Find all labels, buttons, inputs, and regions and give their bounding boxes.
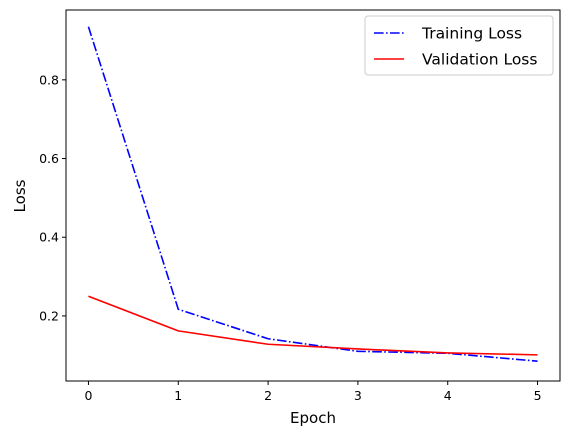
legend-label-validation-loss: Validation Loss [422, 51, 537, 69]
y-axis-ticks: 0.2 0.4 0.6 0.8 [39, 72, 66, 323]
x-tick-label: 4 [444, 388, 452, 403]
series-layer [87, 26, 538, 362]
x-tick-label: 2 [264, 388, 272, 403]
x-axis-ticks: 0 1 2 3 4 5 [84, 381, 542, 403]
plot-frame [65, 9, 561, 382]
legend-box [364, 15, 554, 76]
series-line-training-loss [87, 26, 538, 362]
y-axis-label: Loss [11, 179, 29, 212]
x-tick-label: 3 [354, 388, 362, 403]
x-tick-label: 1 [174, 388, 182, 403]
legend: Training Loss Validation Loss [364, 15, 554, 76]
legend-label-training-loss: Training Loss [421, 25, 522, 43]
y-tick-label: 0.6 [39, 151, 59, 166]
y-tick-label: 0.4 [39, 230, 59, 245]
x-axis-label: Epoch [290, 409, 336, 427]
series-line-validation-loss [88, 295, 538, 356]
x-tick-label: 5 [534, 388, 542, 403]
y-tick-label: 0.8 [39, 72, 59, 87]
x-tick-label: 0 [84, 388, 92, 403]
y-tick-label: 0.2 [39, 308, 59, 323]
